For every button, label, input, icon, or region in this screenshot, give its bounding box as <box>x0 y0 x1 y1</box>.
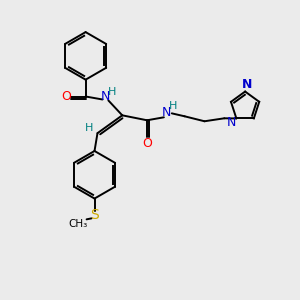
Text: O: O <box>142 136 152 150</box>
Text: H: H <box>108 86 116 97</box>
Text: O: O <box>61 90 71 103</box>
Text: H: H <box>84 123 93 133</box>
Text: H: H <box>169 101 177 111</box>
Text: N: N <box>162 106 172 119</box>
Text: N: N <box>227 116 236 129</box>
Text: CH₃: CH₃ <box>68 219 87 229</box>
Text: N: N <box>242 78 252 91</box>
Text: N: N <box>101 90 110 103</box>
Text: S: S <box>90 208 99 222</box>
